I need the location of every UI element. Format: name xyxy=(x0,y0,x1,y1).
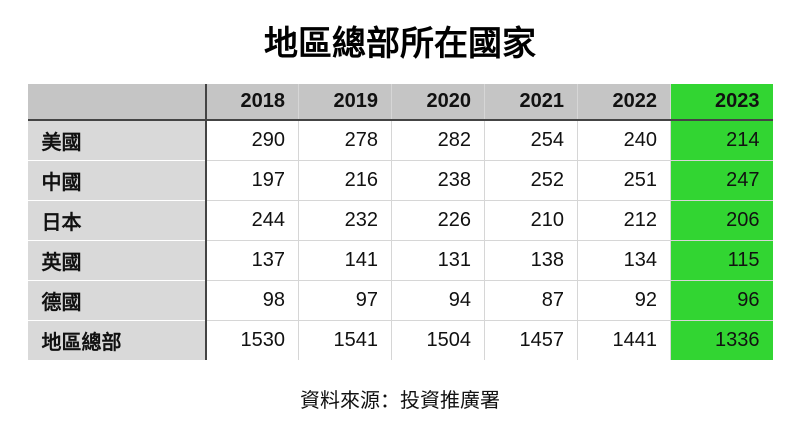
table-row-uk: 英國 137 141 131 138 134 115 xyxy=(27,239,773,281)
table-header-row: 2018 2019 2020 2021 2022 2023 xyxy=(27,83,773,121)
value-cell: 94 xyxy=(391,279,485,321)
value-cell: 1457 xyxy=(484,319,578,361)
year-header-2021: 2021 xyxy=(484,83,578,121)
row-label: 中國 xyxy=(27,159,207,201)
value-cell: 137 xyxy=(205,239,299,281)
table-row-total: 地區總部 1530 1541 1504 1457 1441 1336 xyxy=(27,319,773,361)
value-cell-highlighted: 1336 xyxy=(670,319,773,361)
table-row-china: 中國 197 216 238 252 251 247 xyxy=(27,159,773,201)
value-cell: 251 xyxy=(577,159,671,201)
value-cell: 1541 xyxy=(298,319,392,361)
value-cell-highlighted: 115 xyxy=(670,239,773,281)
row-label: 地區總部 xyxy=(27,319,207,361)
hq-country-table: 2018 2019 2020 2021 2022 2023 美國 290 278… xyxy=(27,83,773,361)
value-cell: 232 xyxy=(298,199,392,241)
value-cell: 197 xyxy=(205,159,299,201)
value-cell: 92 xyxy=(577,279,671,321)
value-cell: 252 xyxy=(484,159,578,201)
value-cell: 226 xyxy=(391,199,485,241)
table-header: 2018 2019 2020 2021 2022 2023 xyxy=(27,83,773,121)
value-cell: 131 xyxy=(391,239,485,281)
value-cell: 98 xyxy=(205,279,299,321)
corner-cell xyxy=(27,83,207,121)
table-row-germany: 德國 98 97 94 87 92 96 xyxy=(27,279,773,321)
value-cell: 278 xyxy=(298,119,392,161)
year-header-2023-highlighted: 2023 xyxy=(670,83,773,121)
value-cell: 240 xyxy=(577,119,671,161)
value-cell: 244 xyxy=(205,199,299,241)
source-note: 資料來源：投資推廣署 xyxy=(300,390,500,412)
row-label: 日本 xyxy=(27,199,207,241)
row-label: 美國 xyxy=(27,119,207,161)
value-cell: 1530 xyxy=(205,319,299,361)
value-cell: 254 xyxy=(484,119,578,161)
table-row-usa: 美國 290 278 282 254 240 214 xyxy=(27,119,773,161)
value-cell: 134 xyxy=(577,239,671,281)
year-header-2022: 2022 xyxy=(577,83,671,121)
row-label: 英國 xyxy=(27,239,207,281)
value-cell: 238 xyxy=(391,159,485,201)
value-cell-highlighted: 247 xyxy=(670,159,773,201)
value-cell-highlighted: 96 xyxy=(670,279,773,321)
value-cell: 212 xyxy=(577,199,671,241)
value-cell: 216 xyxy=(298,159,392,201)
table-body: 美國 290 278 282 254 240 214 中國 197 216 23… xyxy=(27,119,773,361)
value-cell: 282 xyxy=(391,119,485,161)
table-row-japan: 日本 244 232 226 210 212 206 xyxy=(27,199,773,241)
year-header-2018: 2018 xyxy=(205,83,299,121)
value-cell: 87 xyxy=(484,279,578,321)
value-cell: 210 xyxy=(484,199,578,241)
value-cell: 290 xyxy=(205,119,299,161)
value-cell: 1441 xyxy=(577,319,671,361)
value-cell: 97 xyxy=(298,279,392,321)
value-cell: 141 xyxy=(298,239,392,281)
year-header-2020: 2020 xyxy=(391,83,485,121)
year-header-2019: 2019 xyxy=(298,83,392,121)
row-label: 德國 xyxy=(27,279,207,321)
page-title: 地區總部所在國家 xyxy=(264,25,536,63)
value-cell-highlighted: 214 xyxy=(670,119,773,161)
value-cell-highlighted: 206 xyxy=(670,199,773,241)
value-cell: 1504 xyxy=(391,319,485,361)
value-cell: 138 xyxy=(484,239,578,281)
